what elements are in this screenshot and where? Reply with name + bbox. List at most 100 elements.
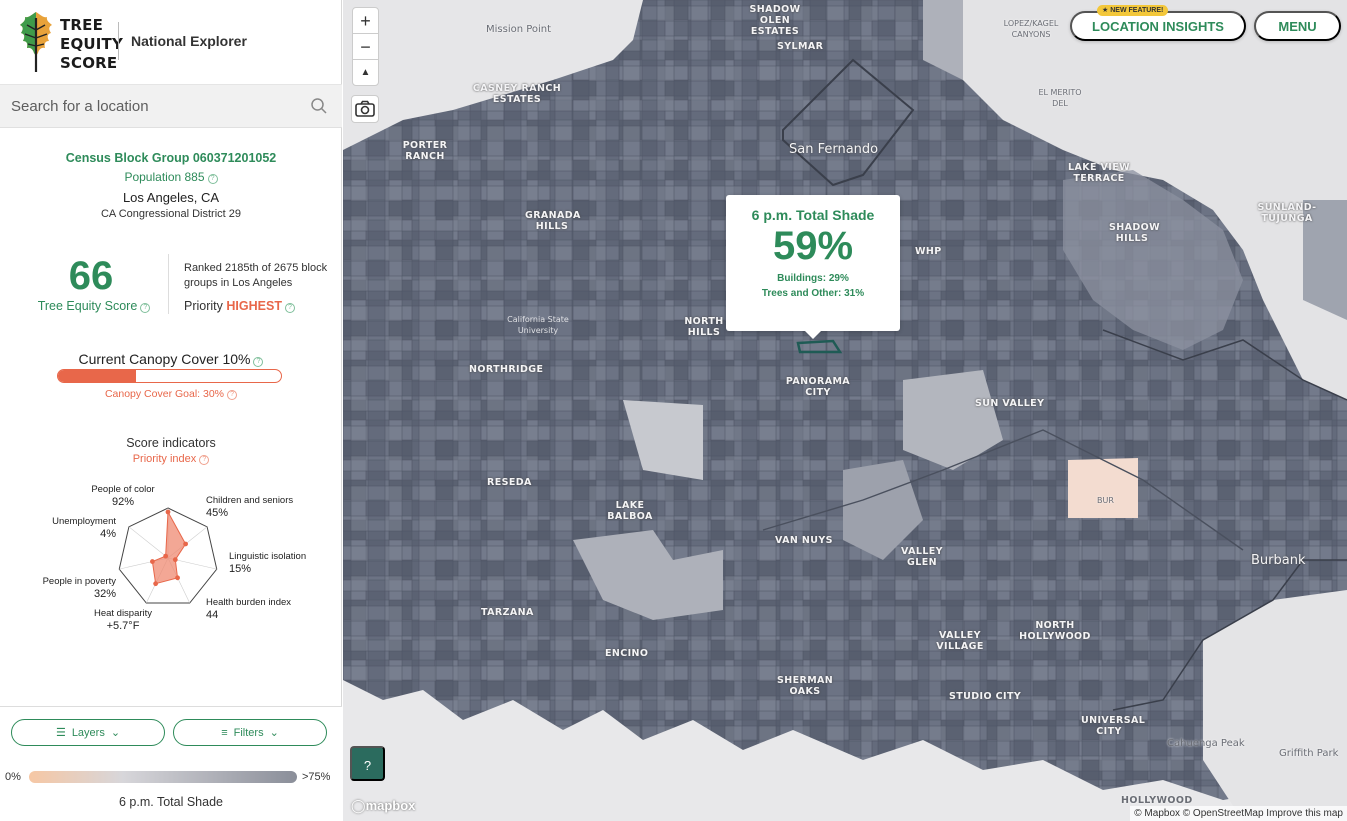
logo-line: TREE — [60, 16, 104, 34]
map-label: NORTH HOLLYWOOD — [1019, 620, 1091, 642]
layers-button[interactable]: ☰ Layers ⌄ — [11, 719, 165, 746]
population-text: Population 885 — [124, 170, 205, 184]
tooltip-title: 6 p.m. Total Shade — [751, 207, 875, 223]
filters-button[interactable]: ≡ Filters ⌄ — [173, 719, 327, 746]
legend-high-label: >75% — [302, 771, 331, 783]
map-label: BUR — [1097, 496, 1114, 505]
search-input[interactable] — [0, 85, 300, 127]
radar-label-health-burden: Health burden index 44 — [206, 597, 292, 621]
priority-label: Priority — [184, 299, 223, 313]
radar-point — [183, 541, 188, 547]
score-divider — [168, 254, 169, 314]
map-label: San Fernando — [789, 142, 879, 157]
map-label: SYLMAR — [777, 41, 824, 52]
canopy-title: Current Canopy Cover 10% — [78, 351, 251, 367]
radar-point — [175, 575, 180, 581]
radar-label-children-seniors: Children and seniors 45% — [206, 495, 294, 519]
radar-point — [165, 509, 171, 515]
chevron-down-icon: ⌄ — [269, 727, 279, 739]
radar-point — [153, 581, 159, 587]
radar-chart — [118, 507, 218, 604]
canopy-goal-row: Canopy Cover Goal: 30%? — [0, 388, 342, 400]
map-label: HOLLYWOOD — [1121, 795, 1193, 806]
radar-frame — [118, 507, 218, 604]
chevron-down-icon: ⌄ — [110, 727, 121, 739]
map-label: SHERMAN OAKS — [777, 675, 834, 697]
compass-button[interactable]: ▲ — [352, 59, 379, 86]
map-label: Griffith Park — [1279, 748, 1339, 759]
legend-low-label: 0% — [5, 771, 21, 783]
tree-equity-score-value: 66 — [68, 254, 114, 298]
legend-title: 6 p.m. Total Shade — [118, 795, 223, 809]
filters-label: Filters — [233, 726, 264, 739]
score-label: Tree Equity Score — [37, 299, 138, 313]
info-icon[interactable]: ? — [253, 357, 264, 367]
canopy-progress-fill — [58, 370, 137, 382]
map-label: WHP — [915, 246, 942, 257]
map-label: Burbank — [1251, 553, 1306, 568]
screenshot-button[interactable] — [351, 95, 379, 123]
help-button[interactable]: ? — [350, 746, 385, 781]
priority-row: Priority HIGHEST? — [184, 299, 295, 313]
map-label: CASNEY RANCH ESTATES — [472, 83, 562, 105]
camera-icon — [355, 100, 375, 117]
menu-button[interactable]: MENU — [1254, 11, 1341, 41]
header: TREE EQUITY SCORE National Explorer — [0, 0, 342, 85]
map-label: GRANADA HILLS — [525, 210, 581, 232]
mapbox-logo[interactable]: ◯mapbox — [351, 798, 416, 813]
sidebar-footer: ☰ Layers ⌄ ≡ Filters ⌄ 0% >75% 6 p.m. To… — [0, 706, 342, 821]
map-label: Mission Point — [486, 24, 552, 35]
radar-point — [163, 553, 169, 559]
map-label: VALLEY VILLAGE — [936, 630, 984, 652]
score-label-row: Tree Equity Score? — [24, 299, 164, 313]
layers-icon: ☰ — [55, 727, 66, 739]
map-label: PORTER RANCH — [402, 140, 448, 162]
info-icon[interactable]: ? — [199, 455, 210, 465]
map-label: PANORAMA CITY — [785, 376, 851, 398]
info-icon[interactable]: ? — [207, 174, 218, 184]
zoom-in-button[interactable]: + — [352, 7, 379, 34]
info-icon[interactable]: ? — [227, 390, 238, 400]
radar-value-area — [151, 510, 187, 585]
map-label: Cahuenga Peak — [1167, 738, 1245, 749]
map-label: STUDIO CITY — [949, 691, 1022, 702]
map-label: NORTH HILLS — [684, 316, 724, 338]
search-icon[interactable] — [310, 97, 328, 115]
layers-label: Layers — [71, 726, 105, 739]
radar-label-linguistic-isolation: Linguistic isolation 15% — [229, 551, 307, 575]
choropleth-layer[interactable] — [343, 0, 1347, 821]
explorer-title: National Explorer — [131, 33, 247, 49]
canopy-title-row: Current Canopy Cover 10%? — [0, 351, 342, 367]
priority-index-row: Priority index? — [0, 453, 342, 465]
map-label: EL MERITO DEL — [1038, 88, 1082, 108]
new-feature-badge: ★ NEW FEATURE! — [1097, 5, 1169, 16]
oak-leaf-logo-icon[interactable] — [16, 8, 56, 74]
legend-gradient-bar — [29, 771, 297, 783]
priority-value: HIGHEST — [226, 299, 282, 313]
map-label: California State University — [507, 315, 569, 335]
map-attribution[interactable]: © Mapbox © OpenStreetMap Improve this ma… — [1130, 806, 1347, 821]
zoom-out-button[interactable]: − — [352, 33, 379, 60]
map-label: UNIVERSAL CITY — [1081, 715, 1146, 737]
map-label: TARZANA — [481, 607, 534, 618]
population-row: Population 885? — [0, 170, 342, 184]
tooltip-value: 59% — [772, 224, 854, 268]
mapbox-wordmark: mapbox — [365, 798, 416, 813]
tooltip-buildings: Buildings: 29% — [777, 273, 849, 284]
map-label: SHADOW OLEN ESTATES — [749, 4, 801, 37]
indicators-title: Score indicators — [126, 436, 216, 450]
map-canvas[interactable]: Mission Point SHADOW OLEN ESTATES SYLMAR… — [343, 0, 1347, 821]
map-label: LAKE BALBOA — [607, 500, 653, 522]
info-icon[interactable]: ? — [284, 303, 295, 313]
info-icon[interactable]: ? — [140, 303, 151, 313]
radar-label-people-in-poverty: People in poverty 32% — [42, 576, 116, 600]
shade-tooltip: 6 p.m. Total Shade 59% Buildings: 29% Tr… — [726, 195, 900, 339]
map-label: VALLEY GLEN — [901, 546, 943, 568]
canopy-goal: Canopy Cover Goal: 30% — [104, 388, 225, 400]
map-label: NORTHRIDGE — [469, 364, 544, 375]
radar-point — [172, 557, 178, 563]
sidebar: TREE EQUITY SCORE National Explorer Cens… — [0, 0, 342, 821]
score-indicators-radar: People of color 92% Children and seniors 4… — [0, 478, 342, 638]
logo-wordmark[interactable]: TREE EQUITY SCORE — [60, 16, 123, 73]
